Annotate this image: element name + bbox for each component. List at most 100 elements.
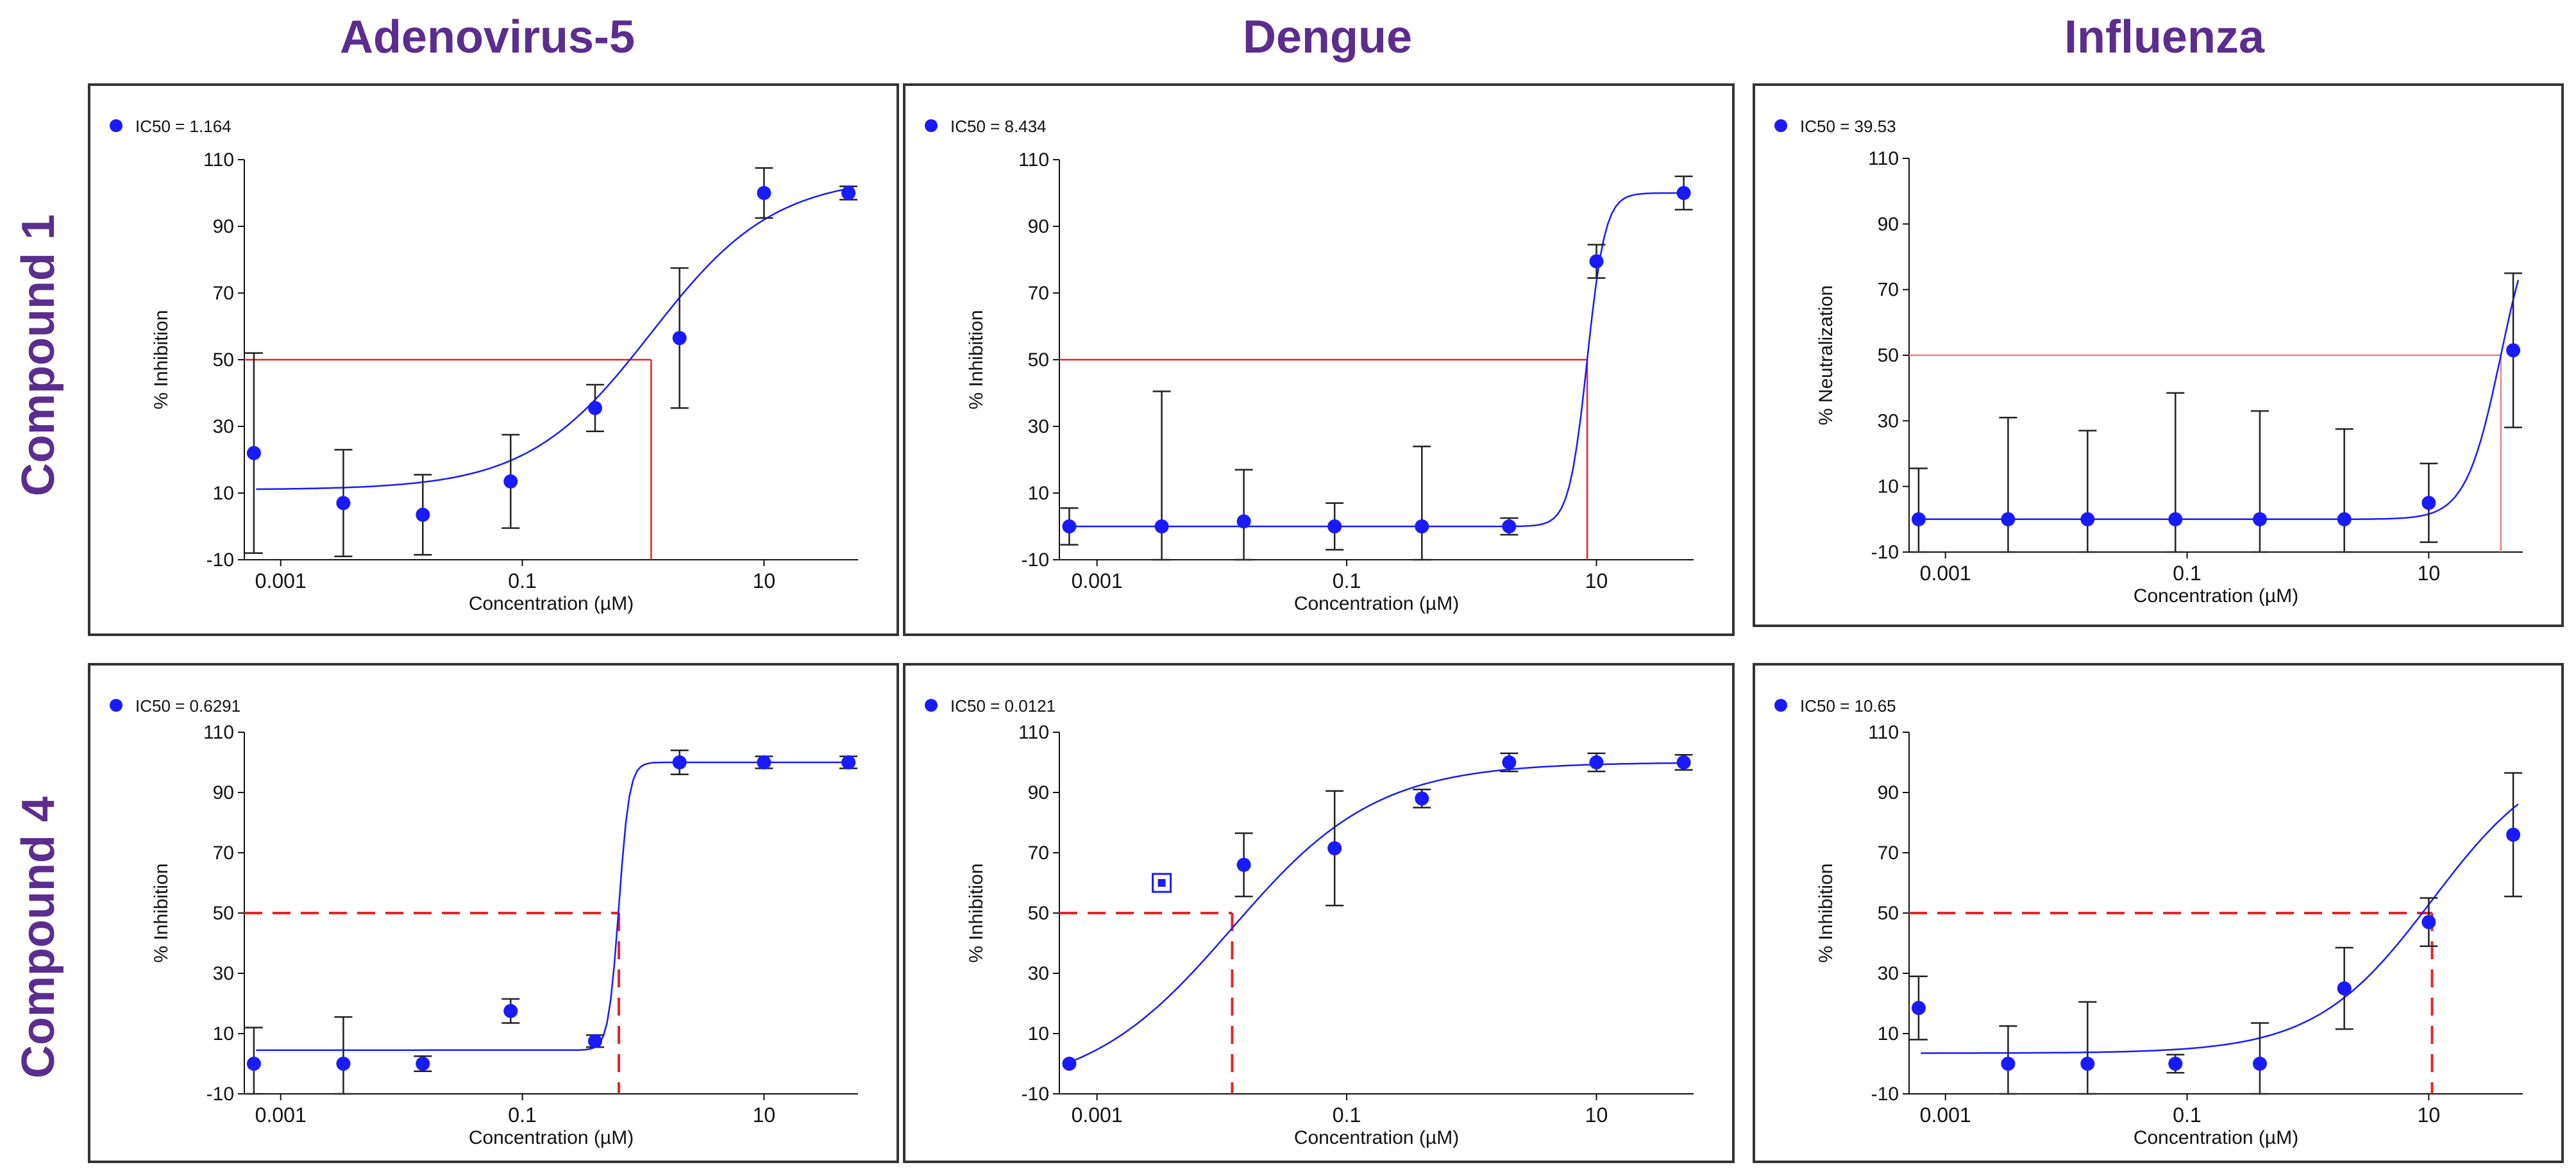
data-point [2168,512,2183,526]
chart-compound1-influenza: IC50 = 39.53 -10 10 30 50 70 90 110 0.001 0.1 10 Co… [1753,83,2564,627]
data-point [2337,981,2352,996]
data-point [1415,791,1429,806]
chart-compound4-dengue: IC50 = 0.0121 -10 10 30 50 70 90 110 0.001 0.1 10 C… [903,663,1735,1163]
legend-marker [110,699,122,712]
data-point [1911,1001,1926,1016]
y-tick-label: 90 [1878,782,1899,803]
y-tick-label: 110 [1868,722,1899,743]
data-point [1502,519,1517,533]
x-tick-label: 0.1 [1333,569,1361,592]
data-point [1154,519,1169,533]
data-point [2506,827,2521,842]
legend-label: IC50 = 0.6291 [135,696,240,716]
y-tick-label: -10 [1022,1084,1049,1105]
legend-label: IC50 = 39.53 [1800,117,1896,136]
y-tick-label: 10 [1878,476,1899,498]
y-tick-label: 10 [1028,483,1049,504]
y-axis-label: % Inhibition [1815,863,1837,962]
data-point [1676,186,1691,200]
x-tick-label: 10 [2418,1103,2441,1127]
data-point [1062,1057,1077,1071]
excluded-point [1158,879,1166,887]
y-tick-label: 30 [1878,963,1899,984]
data-point [2080,512,2095,526]
legend-label: IC50 = 0.0121 [950,696,1056,716]
chart-svg: IC50 = 0.0121 -10 10 30 50 70 90 110 0.001 0.1 10 C… [925,696,1694,1148]
chart-compound4-adenovirus5: IC50 = 0.6291 -10 10 30 50 70 90 110 0.001 0.1 10 C… [88,663,899,1163]
legend-marker [1774,119,1787,132]
column-title-influenza: Influenza [2064,12,2264,63]
x-tick-label: 0.1 [508,569,536,592]
data-point [1327,519,1342,533]
chart-svg: IC50 = 10.65 -10 10 30 50 70 90 110 0.001 0.1 10 Co… [1774,696,2523,1148]
y-tick-label: 110 [203,722,234,743]
legend-label: IC50 = 10.65 [1800,696,1896,716]
y-tick-label: 50 [213,349,234,371]
x-tick-label: 0.001 [255,1103,307,1127]
chart-compound1-dengue: IC50 = 8.434 -10 10 30 50 70 90 110 0.001 0.1 10 Co… [903,83,1735,636]
column-title-adenovirus5: Adenovirus-5 [339,12,636,63]
data-point [2252,1057,2267,1071]
y-tick-label: 10 [1028,1023,1049,1044]
x-tick-label: 0.1 [2173,1103,2201,1127]
data-point [2421,915,2436,930]
x-tick-label: 0.001 [1920,1103,1971,1127]
y-tick-label: -10 [1022,549,1049,571]
x-axis-label: Concentration (µM) [1294,593,1459,614]
data-point [1589,755,1604,769]
row-title-compound4: Compound 4 [13,796,64,1078]
y-axis-label: % Inhibition [151,310,172,409]
data-point [246,446,261,460]
y-tick-label: -10 [1871,542,1899,563]
data-point [503,1003,518,1018]
fit-curve [1071,192,1689,528]
fit-curve [1921,803,2519,1054]
x-axis-label: Concentration (µM) [469,593,634,614]
fit-curve [256,187,854,491]
legend-marker [925,699,938,712]
y-tick-label: 50 [1028,903,1049,924]
x-tick-label: 0.001 [1072,1103,1123,1127]
data-point [757,755,771,769]
data-point [1911,512,1926,526]
data-point [2252,512,2267,526]
data-point [841,186,856,200]
y-tick-label: 90 [1878,214,1899,235]
y-tick-label: 110 [203,149,234,171]
y-tick-label: 50 [1028,349,1049,371]
x-tick-label: 10 [1585,1103,1608,1127]
data-point [2001,512,2016,526]
data-point [757,186,771,200]
y-tick-label: -10 [206,549,234,571]
chart-svg: IC50 = 1.164 -10 10 30 50 70 90 110 0.001 0.1 10 Co… [110,117,858,614]
legend-label: IC50 = 1.164 [135,117,232,136]
chart-svg: IC50 = 39.53 -10 10 30 50 70 90 110 0.001 0.1 10 Co… [1774,117,2523,607]
excluded-point-box [1152,873,1172,893]
y-tick-label: 70 [1878,843,1899,864]
fit-curve [1921,280,2520,521]
data-point [841,755,856,769]
chart-svg: IC50 = 8.434 -10 10 30 50 70 90 110 0.001 0.1 10 Co… [925,117,1694,614]
data-point [1236,857,1251,872]
x-tick-label: 0.001 [1920,562,1971,585]
data-point [1062,519,1077,533]
data-point [672,331,687,346]
chart-compound4-influenza: IC50 = 10.65 -10 10 30 50 70 90 110 0.001 0.1 10 Co… [1753,663,2564,1163]
y-axis-label: % Inhibition [151,863,172,962]
x-tick-label: 10 [753,569,776,592]
x-axis-label: Concentration (µM) [2134,1127,2298,1148]
legend-label: IC50 = 8.434 [950,117,1047,136]
y-tick-label: 10 [213,483,234,504]
data-point [336,1057,351,1071]
fit-curve [1071,762,1689,1062]
y-tick-label: 70 [1878,280,1899,301]
x-axis-label: Concentration (µM) [469,1127,634,1148]
data-point [2080,1057,2095,1071]
y-tick-label: 70 [213,843,234,864]
data-point [672,755,687,769]
y-tick-label: 70 [213,283,234,304]
y-tick-label: 90 [213,782,234,803]
y-tick-label: 90 [213,216,234,237]
y-tick-label: 110 [1868,148,1899,169]
data-point [503,474,518,489]
